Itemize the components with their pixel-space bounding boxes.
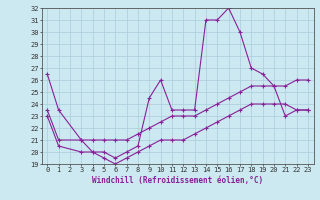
X-axis label: Windchill (Refroidissement éolien,°C): Windchill (Refroidissement éolien,°C) [92, 176, 263, 185]
